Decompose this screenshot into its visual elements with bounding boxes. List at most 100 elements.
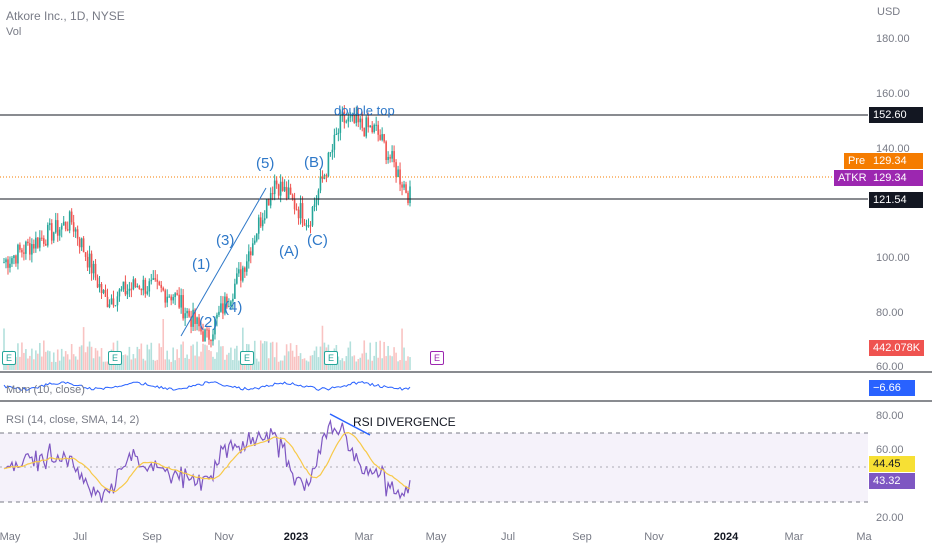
- volume-bar: [275, 342, 278, 370]
- candle-body: [166, 296, 168, 303]
- volume-bar: [399, 360, 401, 370]
- volume-bar: [17, 343, 19, 370]
- volume-bar: [178, 357, 180, 370]
- wave-line-1: [180, 187, 267, 337]
- volume-bar: [218, 340, 220, 370]
- candle-body: [246, 261, 248, 272]
- candle-body: [405, 184, 407, 193]
- candle-body: [271, 193, 274, 195]
- candle-body: [347, 117, 350, 122]
- candle-body: [321, 176, 324, 179]
- volume-bar: [357, 359, 360, 370]
- time-tick: Ma: [856, 531, 872, 543]
- volume-bar: [15, 357, 17, 370]
- candle-body: [140, 288, 143, 291]
- candle-body: [44, 243, 47, 246]
- earnings-marker[interactable]: E: [240, 351, 254, 365]
- volume-bar: [375, 341, 377, 370]
- volume-bar: [66, 354, 69, 370]
- wave-label-3: (3): [216, 232, 235, 249]
- momentum-value-tag: −6.66: [869, 380, 915, 396]
- volume-bar: [136, 346, 139, 370]
- earnings-marker[interactable]: E: [2, 351, 16, 365]
- volume-bar: [164, 359, 167, 370]
- candle-body: [249, 251, 252, 256]
- volume-bar: [176, 349, 178, 370]
- candle-body: [48, 223, 51, 225]
- candle-body: [104, 289, 107, 297]
- candle-body: [3, 262, 5, 264]
- candle-body: [279, 181, 282, 196]
- volume-bar: [355, 361, 358, 370]
- volume-bar: [321, 325, 324, 370]
- candle-body: [90, 253, 93, 274]
- candle-body: [206, 329, 208, 331]
- candle-body: [172, 297, 174, 301]
- volume-bar: [287, 351, 290, 370]
- candle-body: [122, 281, 125, 290]
- volume-bar: [158, 343, 161, 370]
- volume-label: Vol: [6, 26, 22, 38]
- volume-bar: [347, 347, 350, 370]
- candle-body: [409, 186, 411, 204]
- volume-bar: [70, 344, 73, 370]
- time-tick: Jul: [72, 531, 88, 543]
- candle-body: [281, 181, 284, 191]
- volume-bar: [232, 360, 234, 370]
- volume-bar: [48, 351, 51, 370]
- wave-label-c: (C): [307, 232, 328, 249]
- rsi-divergence-label: RSI DIVERGENCE: [353, 415, 456, 429]
- candle-body: [244, 267, 246, 272]
- candle-body: [367, 117, 370, 128]
- candle-body: [168, 296, 170, 298]
- candle-body: [126, 290, 129, 295]
- candle-body: [287, 187, 290, 199]
- candle-body: [387, 156, 389, 161]
- volume-bar: [373, 355, 375, 370]
- volume-bar: [263, 341, 266, 370]
- earnings-marker[interactable]: E: [108, 351, 122, 365]
- volume-bar: [54, 361, 57, 370]
- rsi-tick: 60.00: [876, 444, 904, 456]
- candle-body: [82, 238, 85, 253]
- price-tick: 160.00: [876, 88, 910, 100]
- earnings-marker[interactable]: E: [324, 351, 338, 365]
- volume-bar: [80, 345, 83, 370]
- candle-body: [361, 118, 364, 128]
- candle-body: [208, 329, 210, 340]
- volume-bar: [299, 353, 302, 370]
- candle-body: [68, 211, 71, 231]
- candle-body: [98, 284, 101, 288]
- momentum-line: [3, 381, 411, 391]
- volume-bar: [273, 357, 276, 370]
- rsi-value-tag: 44.45: [869, 456, 915, 472]
- volume-bar: [82, 327, 85, 370]
- volume-bar: [377, 357, 379, 370]
- candle-body: [11, 258, 13, 264]
- candle-body: [158, 281, 161, 285]
- upcoming-earnings-marker[interactable]: E: [430, 351, 444, 365]
- candle-body: [289, 187, 292, 195]
- volume-bar: [309, 355, 312, 370]
- wave-label-2: (2): [199, 314, 218, 331]
- candle-body: [319, 176, 322, 191]
- volume-bar: [58, 360, 61, 370]
- volume-bar: [405, 360, 407, 370]
- pre-market-price-tag: 129.34: [869, 153, 923, 169]
- volume-bar: [249, 361, 252, 370]
- candle-body: [407, 192, 409, 204]
- candle-body: [311, 206, 314, 226]
- candle-body: [58, 229, 61, 236]
- candle-body: [23, 252, 25, 254]
- candle-body: [146, 291, 149, 294]
- candle-body: [144, 279, 147, 294]
- volume-bar: [234, 348, 236, 370]
- volume-bar: [339, 360, 342, 370]
- volume-bar: [68, 359, 71, 370]
- volume-bar: [387, 345, 389, 370]
- candle-body: [74, 229, 77, 232]
- candle-body: [248, 251, 250, 262]
- rsi-line: [3, 418, 411, 503]
- candle-body: [92, 263, 95, 274]
